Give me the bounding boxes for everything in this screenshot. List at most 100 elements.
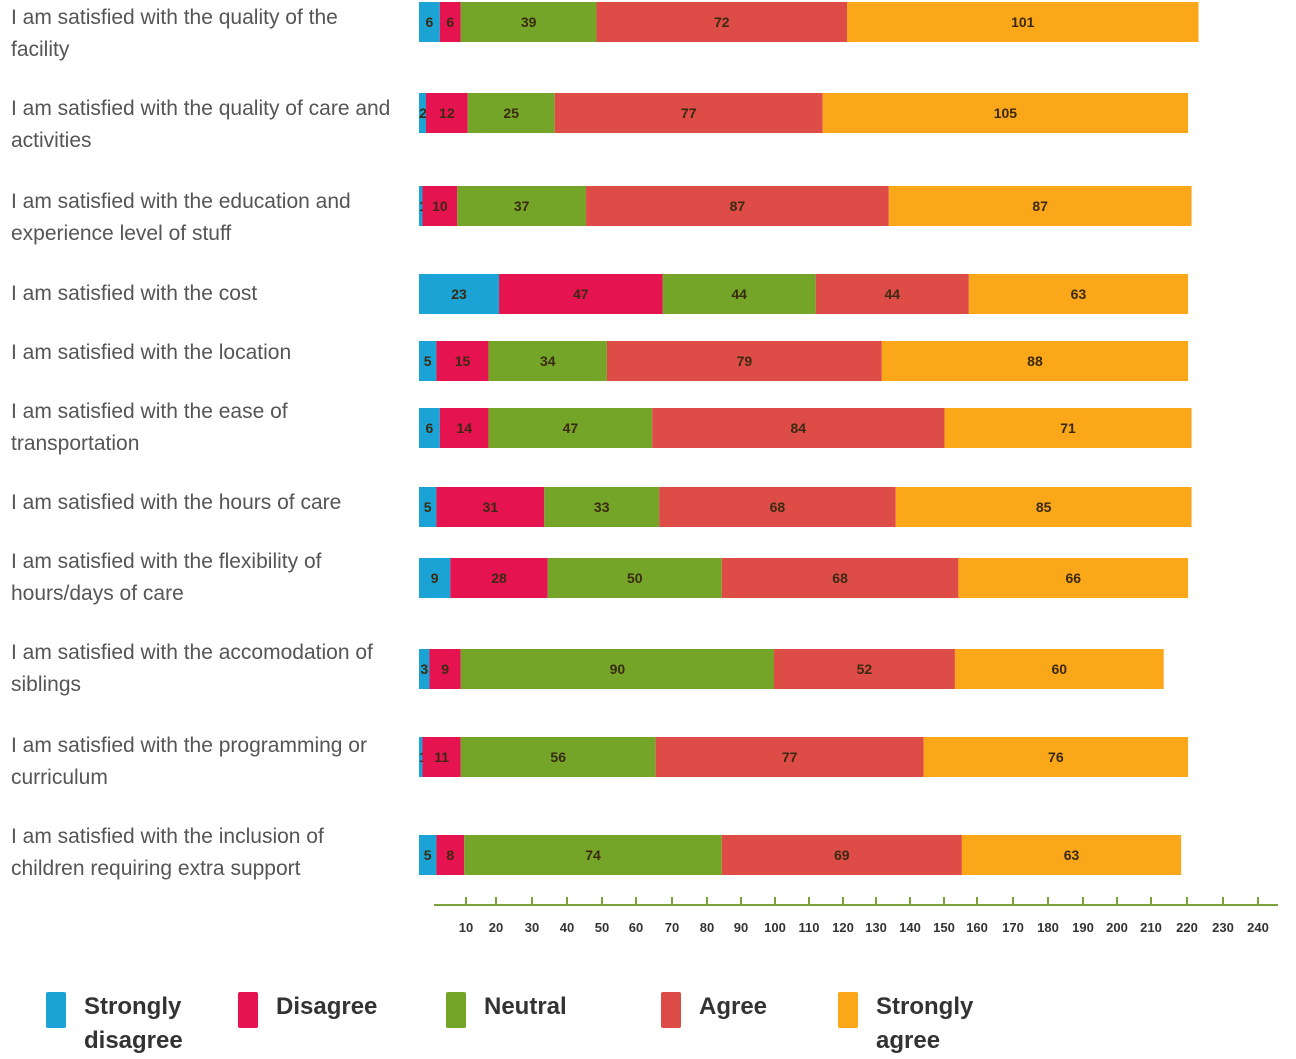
data-label: 28 [491, 570, 507, 586]
bar-segment [439, 408, 489, 448]
data-label: 15 [455, 353, 471, 369]
data-label: 14 [456, 420, 472, 436]
bar-segment [547, 558, 722, 598]
data-label: 79 [737, 353, 753, 369]
legend-label-agree: Agree [699, 993, 768, 1020]
bar-segment [847, 2, 1199, 42]
legend-swatch-strongly-agree [838, 992, 858, 1028]
data-label: 25 [503, 105, 519, 121]
legend-item-agree: Agree [661, 990, 839, 1028]
bar-segment [954, 649, 1164, 689]
data-label: 34 [540, 353, 556, 369]
x-tick-label: 50 [595, 920, 609, 935]
x-tick-label: 90 [734, 920, 748, 935]
bar-segment [944, 408, 1192, 448]
x-tick-label: 60 [629, 920, 643, 935]
x-tick-label: 240 [1247, 920, 1269, 935]
data-label: 9 [441, 661, 449, 677]
bar-segment [815, 274, 969, 314]
legend: Strongly disagree Disagree Neutral Agree… [0, 990, 1296, 1059]
data-label: 74 [585, 847, 601, 863]
x-tick-label: 10 [459, 920, 473, 935]
legend-item-strongly-agree: Strongly agree [838, 990, 1016, 1058]
bar-segment [419, 835, 437, 875]
bar-segment [968, 274, 1189, 314]
data-label: 11 [434, 749, 449, 765]
bar-segment [596, 2, 848, 42]
data-label: 23 [451, 286, 467, 302]
x-tick-label: 110 [799, 920, 820, 935]
bar-segment [895, 487, 1192, 527]
data-label: 66 [1065, 570, 1081, 586]
bar-segment [662, 274, 816, 314]
bar-segment [773, 649, 955, 689]
bar-segment [888, 186, 1192, 226]
category-label: I am satisfied with the inclusion of chi… [11, 825, 324, 880]
x-tick-label: 100 [764, 920, 786, 935]
data-label: 90 [610, 661, 626, 677]
legend-item-neutral: Neutral [446, 990, 624, 1028]
x-tick-label: 150 [933, 920, 955, 935]
data-label: 47 [573, 286, 589, 302]
bar-segment [586, 186, 889, 226]
x-tick-label: 130 [865, 920, 887, 935]
bar-segment [419, 274, 500, 314]
data-label: 6 [426, 420, 434, 436]
bar-segment [429, 649, 461, 689]
data-label: 37 [514, 198, 530, 214]
data-label: 56 [550, 749, 566, 765]
legend-label-strongly-disagree: Strongly disagree [84, 993, 183, 1054]
category-label: I am satisfied with the programming or c… [11, 734, 367, 789]
data-label: 68 [770, 499, 786, 515]
data-label: 2 [419, 105, 427, 121]
category-label: I am satisfied with the flexibility of h… [11, 550, 322, 605]
x-tick-label: 200 [1106, 920, 1128, 935]
x-tick-label: 30 [525, 920, 539, 935]
bar-segment [467, 93, 555, 133]
bar-segment [460, 2, 597, 42]
data-label: 87 [1032, 198, 1048, 214]
x-tick-label: 170 [1002, 920, 1024, 935]
bar-segment [655, 737, 924, 777]
data-label: 44 [731, 286, 747, 302]
data-label: 77 [782, 749, 798, 765]
bar-segment [419, 93, 426, 133]
legend-swatch-agree [661, 992, 681, 1028]
data-label: 63 [1071, 286, 1087, 302]
bar-segment [419, 487, 437, 527]
data-label: 10 [432, 198, 448, 214]
x-tick-label: 190 [1072, 920, 1094, 935]
category-label: I am satisfied with the education and ex… [11, 190, 351, 245]
data-label: 71 [1060, 420, 1076, 436]
bar-segment [488, 408, 653, 448]
data-label: 77 [681, 105, 697, 121]
x-tick-label: 80 [700, 920, 714, 935]
legend-item-disagree: Disagree [238, 990, 416, 1028]
bar-segment [464, 835, 722, 875]
bar-segment [436, 835, 465, 875]
x-tick-label: 120 [832, 920, 854, 935]
bar-segment [439, 2, 461, 42]
x-tick-label: 140 [899, 920, 921, 935]
bar-segment [721, 558, 959, 598]
bar-segment [419, 737, 423, 777]
legend-swatch-neutral [446, 992, 466, 1028]
category-label: I am satisfied with the ease of transpor… [11, 400, 288, 455]
bar-segment [422, 737, 461, 777]
legend-swatch-strongly-disagree [46, 992, 66, 1028]
data-label: 6 [446, 14, 454, 30]
data-label: 84 [791, 420, 807, 436]
x-tick-label: 160 [966, 920, 988, 935]
data-label: 88 [1027, 353, 1043, 369]
data-label: 5 [424, 353, 432, 369]
data-label: 105 [994, 105, 1018, 121]
bar-segment [822, 93, 1189, 133]
bar-segment [606, 341, 882, 381]
bar-segment [961, 835, 1182, 875]
x-tick-label: 40 [560, 920, 574, 935]
category-label: I am satisfied with the quality of care … [11, 97, 391, 152]
bar-segment [881, 341, 1189, 381]
data-label: 63 [1064, 847, 1080, 863]
x-tick-label: 210 [1140, 920, 1162, 935]
bar-segment [958, 558, 1189, 598]
